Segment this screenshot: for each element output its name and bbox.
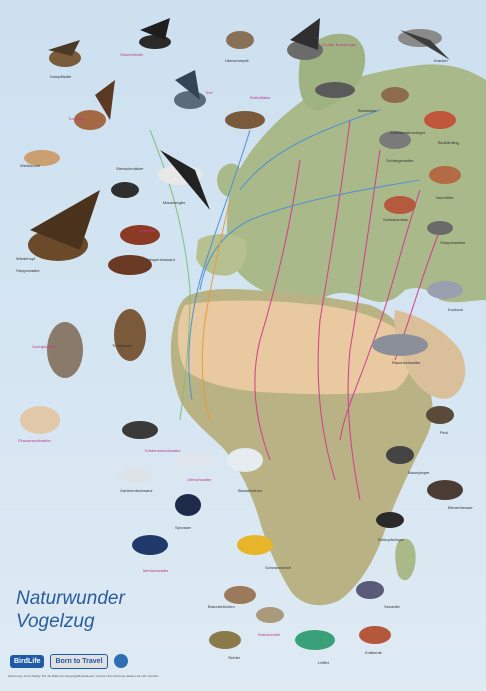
label-wespenbussard: Wespenbussard: [146, 257, 175, 262]
title-line-2: Vogelzug: [16, 611, 95, 632]
label-rauchschwalbe: Rauchschwalbe: [392, 360, 421, 365]
arabia-landmass: [394, 310, 466, 399]
label-kranich: Kranich: [434, 58, 448, 63]
label-steppenweihe: Steppenweihe: [440, 240, 466, 245]
label-schwarzstorch: Schwarzstorch: [265, 565, 292, 570]
route-pink-2: [347, 149, 381, 501]
label-pirol: Pirol: [440, 430, 449, 435]
label-uferschnepfe: Uferschnepfe: [225, 58, 249, 63]
label-gartenrotschwanz: Gartenrotschwanz: [120, 488, 153, 493]
label-rotmilan: Rotmilan: [140, 228, 156, 233]
label-mehlschwalbe: Mehlschwalbe: [143, 568, 169, 573]
label-rotfussfalke: Rotfußfalke: [250, 95, 271, 100]
label-triel: Triel: [205, 90, 213, 95]
route-blue-1: [188, 129, 251, 401]
label-uferschwalbe: Uferschwalbe: [187, 477, 212, 482]
footer-credits: Zeichnung: Andy Waddy. Für die Bilder de…: [8, 674, 160, 678]
label-braunkehlchen: Braunkehlchen: [208, 604, 235, 609]
label-sprosser: Sprosser: [175, 525, 192, 530]
label-zwergtaucher: Zwergtaucher: [32, 344, 57, 349]
label-schlangenadler: Schlangenadler: [386, 158, 414, 163]
label-brachvogel: Großer Brachvogel: [322, 42, 356, 47]
label-schwarzstirnwuerger: Schwarzstirnwürger: [390, 130, 426, 135]
route-blue-3: [239, 109, 381, 191]
bird-illustrations: [20, 18, 463, 650]
label-bluthaenfling: Bluthänfling: [438, 140, 459, 145]
route-pink-3: [254, 159, 301, 461]
route-orange-1: [201, 199, 231, 421]
label-neuntoeter: Neuntöter: [436, 195, 454, 200]
route-pink-1: [317, 119, 351, 481]
label-rotschenkel: Rotschenkel: [258, 632, 281, 637]
born-to-travel-logo: Born to Travel: [50, 653, 108, 669]
label-baumpieper: Baumpieper: [408, 470, 430, 475]
label-schwarzmilan: Schwarzmilan: [383, 217, 408, 222]
label-knaekente: Knäkente: [365, 650, 382, 655]
label-bekassine: Bekassine: [358, 108, 377, 113]
title-line-1: Naturwunder: [16, 588, 125, 609]
sponsor-logos: BirdLife Born to Travel: [10, 650, 128, 672]
label-kampflaeufer: Kampfläufer: [50, 74, 72, 79]
label-kuckuck: Kuckuck: [448, 307, 464, 312]
label-steinschmaetzer: Steinschmätzer: [116, 166, 144, 171]
poster-title: Naturwunder Vogelzug: [16, 587, 125, 633]
label-steppenadler: Steppenadler: [16, 268, 40, 273]
label-turmfalke: Turmfalke: [68, 116, 86, 121]
route-blue-2: [199, 179, 421, 291]
label-loeffler: Löffler: [318, 660, 330, 665]
label-turteltaube: Turteltaube: [112, 343, 133, 348]
label-blaukehlchen: Blaukehlchen: [238, 488, 263, 493]
europe-landmass: [226, 64, 486, 303]
label-bienenfresser: Bienenfresser: [448, 505, 473, 510]
label-kuestenseeschwalbe: Küstenseeschwalbe: [145, 448, 181, 453]
label-stelzenlaeufer: Stelzenläufer: [120, 52, 144, 57]
iberia-landmass: [196, 234, 247, 276]
label-mauersegler: Mauersegler: [163, 200, 186, 205]
label-wiedehopf: Wiedehopf: [16, 256, 36, 261]
partner-logo: [113, 654, 128, 668]
label-sichler: Sichler: [228, 655, 241, 660]
madagascar: [395, 538, 416, 581]
label-flussseeschwalbe: Flussseeschwalbe: [18, 438, 51, 443]
label-rotkopfwuerger: Rotkopfwürger: [378, 537, 405, 542]
label-weissstorch: Weißstorch: [20, 163, 41, 168]
sahara-desert: [177, 300, 412, 395]
label-seeadler: Seeadler: [384, 604, 401, 609]
birdlife-logo: BirdLife: [10, 654, 45, 668]
